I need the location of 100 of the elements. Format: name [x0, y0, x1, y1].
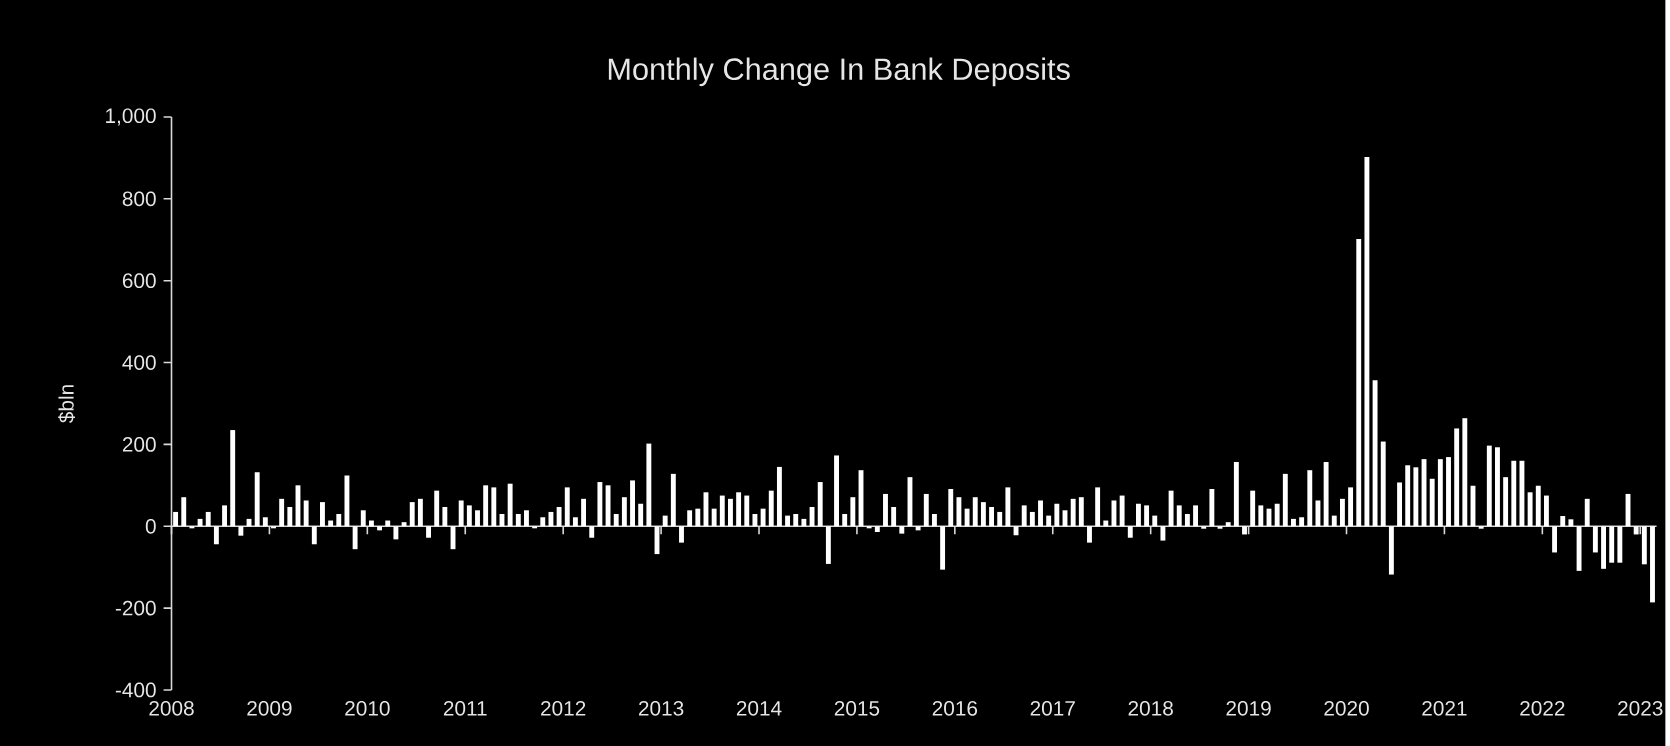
y-tick-label: -200 — [115, 600, 156, 616]
bar — [360, 510, 366, 527]
bar — [548, 511, 554, 527]
bar — [1087, 526, 1092, 543]
bar — [1242, 526, 1247, 535]
bar — [956, 496, 962, 527]
bar — [948, 488, 954, 527]
bar — [1339, 498, 1345, 527]
bar — [850, 496, 856, 527]
bar — [1250, 490, 1256, 527]
bar — [352, 526, 358, 549]
bar — [736, 492, 742, 527]
bar — [1127, 526, 1133, 538]
bar — [279, 498, 285, 527]
x-tick-label: 2012 — [541, 700, 586, 716]
bar — [1495, 447, 1500, 527]
bar — [899, 526, 905, 534]
x-tick-label: 2020 — [1324, 700, 1369, 716]
bar — [1478, 526, 1484, 529]
chart-title: Monthly Change In Bank Deposits — [608, 57, 1070, 86]
bar — [923, 493, 929, 527]
bar — [972, 496, 978, 527]
bar — [426, 526, 431, 538]
bar — [230, 429, 236, 527]
bar — [466, 505, 472, 527]
bar — [883, 493, 888, 527]
bar — [1372, 379, 1378, 527]
bar — [1274, 503, 1280, 527]
bar — [1633, 526, 1639, 535]
bar — [524, 510, 529, 527]
bar — [572, 517, 578, 527]
bar — [621, 496, 627, 527]
bar — [752, 513, 758, 527]
bar — [1348, 487, 1354, 527]
bar — [662, 515, 668, 527]
bar — [1592, 526, 1598, 553]
bar — [1650, 526, 1655, 603]
bar — [940, 526, 946, 570]
bar — [980, 501, 986, 527]
bar — [695, 508, 701, 527]
x-tick-label: 2022 — [1520, 700, 1565, 716]
bar — [377, 526, 383, 531]
bar — [1160, 526, 1166, 541]
bar — [589, 526, 595, 538]
bar — [1446, 456, 1451, 527]
bar — [491, 487, 497, 527]
bar — [1405, 465, 1411, 527]
bar — [173, 511, 179, 527]
bar — [1568, 519, 1574, 527]
bar — [287, 506, 293, 527]
bar — [303, 500, 309, 527]
bar — [817, 481, 823, 527]
bar — [238, 526, 244, 536]
bar — [1601, 526, 1606, 569]
bar — [532, 526, 538, 529]
bar — [1038, 500, 1043, 527]
bar — [1437, 458, 1443, 527]
bar — [1307, 469, 1313, 527]
bar — [646, 443, 652, 527]
bar — [1315, 500, 1321, 527]
bar — [1503, 476, 1509, 527]
x-tick-label: 2018 — [1128, 700, 1173, 716]
bar — [197, 518, 203, 527]
bar — [801, 518, 807, 527]
bar — [1070, 498, 1076, 527]
bar — [409, 501, 415, 527]
x-tick-label: 2010 — [345, 700, 390, 716]
bar — [1184, 513, 1190, 527]
bar — [254, 472, 260, 527]
bar — [1135, 503, 1141, 527]
bar — [597, 481, 603, 527]
bar — [336, 513, 342, 527]
bar — [915, 526, 921, 531]
y-tick-label: 200 — [122, 436, 156, 452]
bar — [1519, 460, 1525, 527]
bar — [393, 526, 399, 540]
bar — [1511, 460, 1517, 527]
bar — [1176, 505, 1182, 527]
bar — [613, 513, 619, 527]
bar — [1233, 461, 1239, 527]
bar — [687, 510, 693, 527]
x-tick-label: 2016 — [932, 700, 978, 716]
bar — [1193, 505, 1198, 527]
bar — [874, 526, 880, 532]
bar — [768, 490, 774, 527]
bar — [311, 526, 317, 545]
bar — [1095, 487, 1101, 527]
bar — [507, 483, 513, 527]
bar — [205, 511, 211, 527]
bar — [344, 475, 350, 527]
bar — [719, 495, 725, 527]
bar — [1331, 515, 1337, 527]
bar — [834, 455, 839, 527]
bar — [1388, 526, 1394, 575]
y-tick-label: 0 — [145, 518, 156, 534]
bar — [891, 506, 897, 527]
y-tick-label: 400 — [122, 354, 156, 370]
bar — [1397, 482, 1402, 527]
bar — [1152, 515, 1158, 527]
bar — [1356, 238, 1362, 527]
